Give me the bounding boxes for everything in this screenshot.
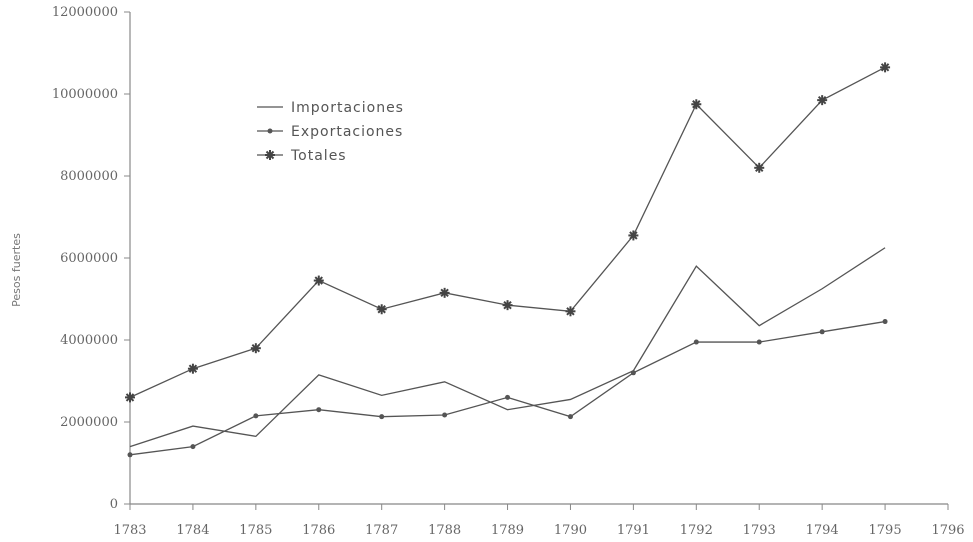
x-tick-label: 1785 bbox=[239, 523, 272, 538]
x-tick-label: 1791 bbox=[617, 523, 650, 538]
y-tick-label: 8000000 bbox=[60, 169, 118, 184]
x-tick-label: 1795 bbox=[869, 523, 902, 538]
data-point-exportaciones bbox=[630, 370, 636, 376]
y-tick-label: 0 bbox=[110, 497, 118, 512]
x-tick-label: 1788 bbox=[428, 523, 461, 538]
data-point-exportaciones bbox=[819, 329, 825, 335]
series-layer bbox=[125, 62, 891, 458]
data-point-exportaciones bbox=[253, 413, 259, 419]
y-tick-label: 2000000 bbox=[60, 415, 118, 430]
data-point-totales bbox=[565, 306, 576, 317]
data-point-totales bbox=[376, 304, 387, 315]
data-point-exportaciones bbox=[442, 412, 448, 418]
axes: 0 2000000 4000000 6000000 8000000 10000000 120… bbox=[52, 5, 965, 538]
x-tick-label: 1784 bbox=[176, 523, 209, 538]
legend-label-importaciones: Importaciones bbox=[291, 100, 404, 116]
legend: Importaciones Exportaciones Totales bbox=[257, 100, 404, 164]
data-point-totales bbox=[313, 275, 324, 286]
legend-marker-totales bbox=[265, 150, 275, 160]
data-point-totales bbox=[628, 230, 639, 241]
data-point-totales bbox=[187, 363, 198, 374]
data-point-exportaciones bbox=[693, 339, 699, 345]
x-tick-label: 1789 bbox=[491, 523, 524, 538]
data-point-exportaciones bbox=[882, 319, 888, 325]
data-point-totales bbox=[250, 343, 261, 354]
series-line-totales bbox=[129, 66, 886, 398]
y-tick-label: 6000000 bbox=[60, 251, 118, 266]
data-point-totales bbox=[691, 99, 702, 110]
data-point-exportaciones bbox=[379, 414, 385, 420]
legend-label-exportaciones: Exportaciones bbox=[291, 124, 403, 140]
data-point-exportaciones bbox=[127, 452, 133, 458]
x-tick-label: 1790 bbox=[554, 523, 587, 538]
y-tick-label: 12000000 bbox=[52, 5, 118, 20]
legend-marker-exportaciones bbox=[267, 128, 273, 134]
series-line-importaciones bbox=[129, 247, 886, 448]
data-point-totales bbox=[754, 162, 765, 173]
data-point-exportaciones bbox=[316, 407, 322, 413]
series-totales bbox=[125, 62, 891, 403]
x-tick-label: 1794 bbox=[806, 523, 839, 538]
series-exportaciones bbox=[127, 319, 888, 458]
x-tick-label: 1796 bbox=[931, 523, 964, 538]
data-point-totales bbox=[439, 287, 450, 298]
data-point-exportaciones bbox=[505, 394, 511, 400]
x-tick-label: 1793 bbox=[743, 523, 776, 538]
data-point-exportaciones bbox=[756, 339, 762, 345]
y-axis-label: Pesos fuertes bbox=[10, 233, 23, 307]
data-point-totales bbox=[817, 95, 828, 106]
data-point-exportaciones bbox=[190, 444, 196, 450]
x-tick-label: 1786 bbox=[302, 523, 335, 538]
y-tick-label: 10000000 bbox=[52, 87, 118, 102]
data-point-totales bbox=[502, 300, 513, 311]
y-tick-label: 4000000 bbox=[60, 333, 118, 348]
series-importaciones bbox=[129, 247, 886, 448]
legend-label-totales: Totales bbox=[290, 148, 347, 164]
data-point-exportaciones bbox=[567, 414, 573, 420]
x-tick-label: 1783 bbox=[113, 523, 146, 538]
x-tick-label: 1787 bbox=[365, 523, 398, 538]
data-point-totales bbox=[880, 62, 891, 73]
data-point-totales bbox=[125, 392, 135, 403]
x-tick-label: 1792 bbox=[680, 523, 713, 538]
